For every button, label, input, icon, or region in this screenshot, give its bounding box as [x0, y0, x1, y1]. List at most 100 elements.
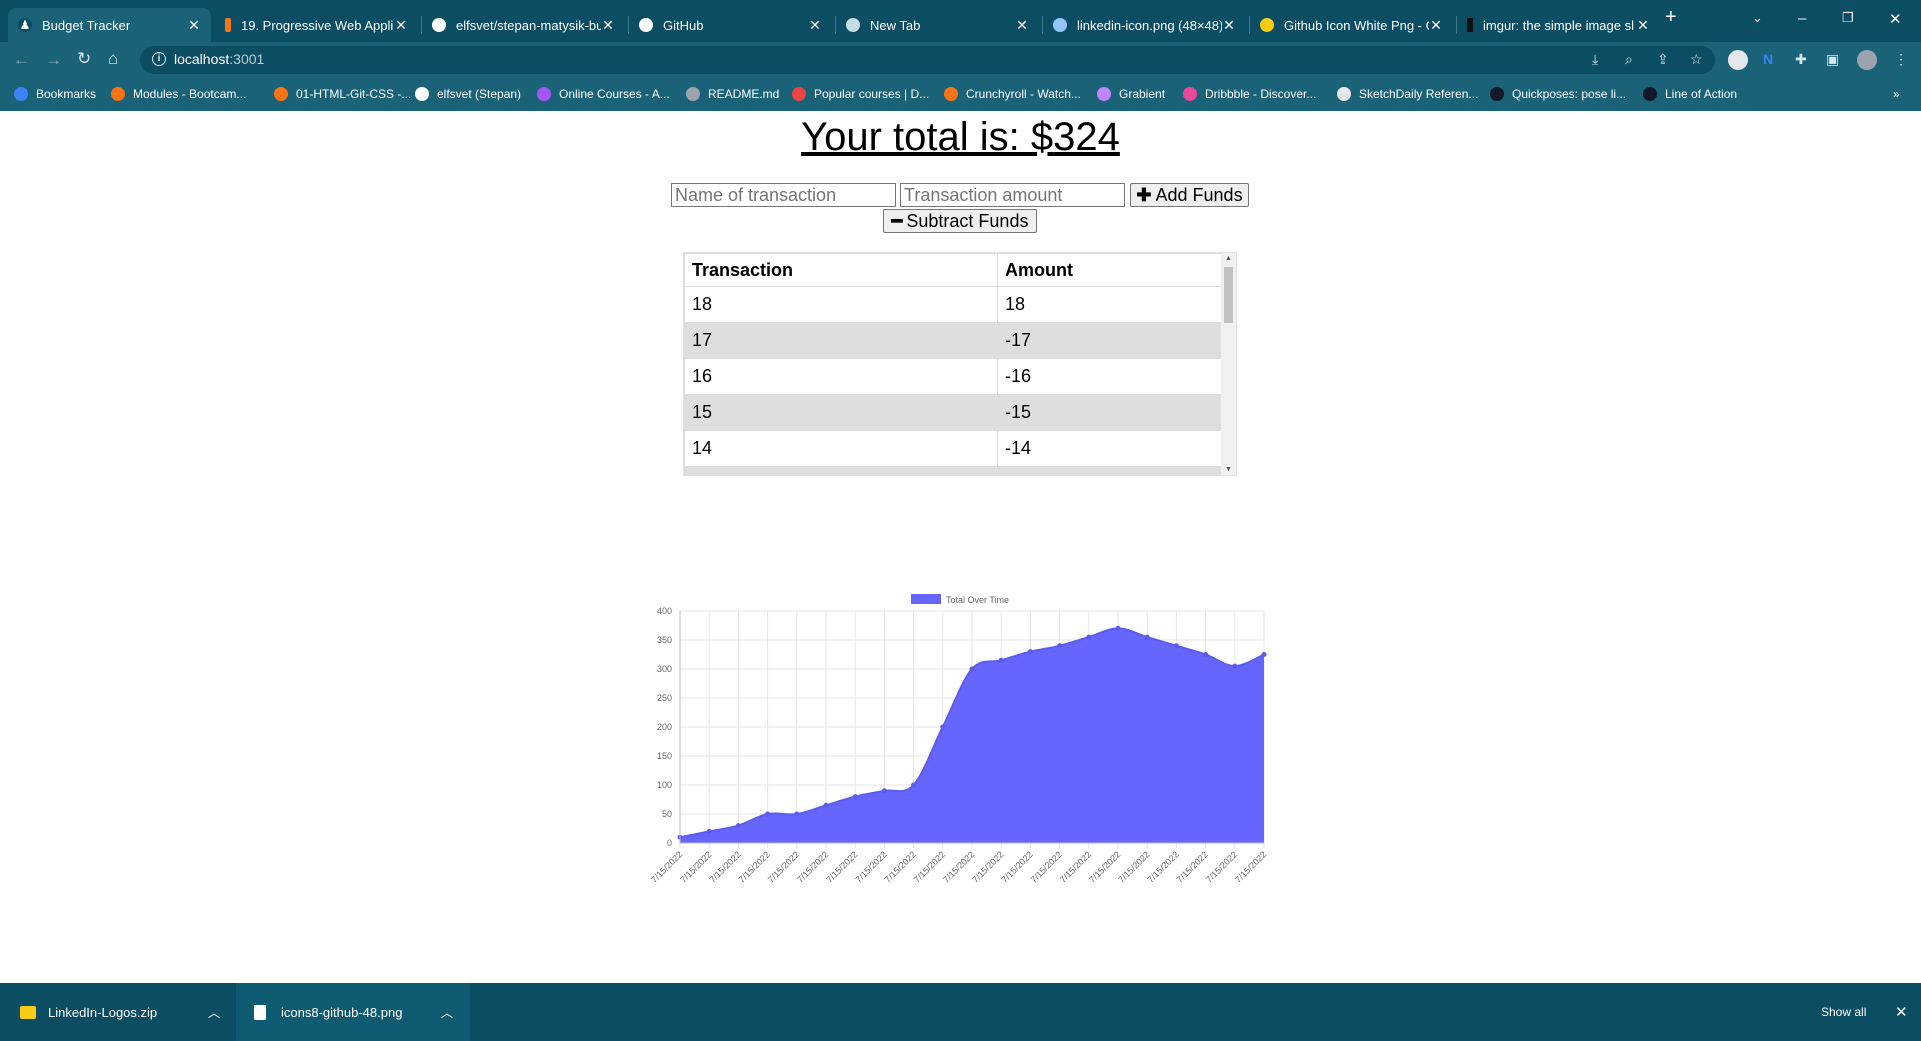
close-downloads-icon[interactable]: ✕	[1895, 1004, 1908, 1021]
transaction-cell: 15	[684, 394, 998, 431]
show-all-button[interactable]: Show all	[1821, 1005, 1867, 1019]
data-point	[1261, 652, 1267, 657]
data-point	[1173, 643, 1179, 649]
series-area	[680, 628, 1264, 843]
y-tick-label: 250	[657, 693, 672, 703]
window-close-icon[interactable]: ✕	[1889, 11, 1902, 28]
table-row: 14 -14	[684, 430, 1222, 467]
bookmarks-bar	[0, 78, 1921, 111]
close-icon[interactable]: ✕	[809, 16, 821, 33]
scroll-up-icon[interactable]: ▲	[1225, 255, 1232, 262]
y-tick-label: 400	[657, 606, 672, 616]
extension-n-icon[interactable]: N	[1763, 51, 1774, 67]
table-row	[684, 466, 1222, 475]
chrome-icon	[846, 18, 860, 32]
zoom-icon[interactable]: ⌕	[1625, 51, 1633, 67]
bookmark-item[interactable]: Quickposes: pose li...	[1490, 84, 1626, 104]
url-text[interactable]: localhost:3001	[174, 51, 264, 67]
new-tab-icon[interactable]: +	[1665, 6, 1677, 28]
tab-new[interactable]: New Tab ✕	[836, 8, 1039, 42]
chevron-up-icon[interactable]: ︿	[208, 1005, 221, 1020]
bookmark-item[interactable]: README.md	[686, 84, 779, 104]
close-icon[interactable]: ✕	[602, 16, 614, 33]
bookmark-label: Dribbble - Discover...	[1205, 87, 1317, 101]
bookmark-item[interactable]: Popular courses | D...	[792, 84, 929, 104]
bookmark-item[interactable]: Line of Action	[1643, 84, 1737, 104]
data-point	[1086, 634, 1092, 640]
data-point	[1027, 649, 1033, 655]
close-icon[interactable]: ✕	[395, 16, 407, 33]
download-item[interactable]: icons8-github-48.png ︿	[236, 983, 470, 1041]
bookmark-item[interactable]: 01-HTML-Git-CSS -...	[274, 84, 411, 104]
close-icon[interactable]: ✕	[1430, 16, 1442, 33]
close-icon[interactable]: ✕	[1637, 16, 1649, 33]
bookmark-item[interactable]: Dribbble - Discover...	[1183, 84, 1316, 104]
profile-avatar[interactable]	[1857, 50, 1877, 70]
close-icon[interactable]: ✕	[1016, 16, 1028, 33]
total-over-time-chart: 0501001502002503003504007/15/20227/15/20…	[649, 594, 1268, 885]
transaction-name-input[interactable]: Name of transaction	[671, 183, 896, 207]
bookmark-item[interactable]: Crunchyroll - Watch...	[944, 84, 1081, 104]
bookmark-item[interactable]: Grabient	[1097, 84, 1165, 104]
image-icon	[1053, 18, 1067, 32]
page-title: Your total is: $324	[0, 115, 1921, 160]
tab-title: Github Icon White Png - G	[1284, 17, 1429, 33]
folder-zip-icon	[20, 1005, 36, 1019]
tab-github-png[interactable]: Github Icon White Png - G ✕	[1250, 8, 1453, 42]
bookmark-star-icon[interactable]: ☆	[1690, 51, 1703, 67]
reload-icon[interactable]: ↻	[77, 49, 92, 68]
bookmark-item[interactable]: Bookmarks	[14, 84, 96, 104]
url-port: :3001	[229, 51, 265, 67]
extension-icon[interactable]	[1728, 50, 1748, 70]
bookmark-item[interactable]: SketchDaily Referen...	[1337, 84, 1478, 104]
total-value: 324	[1053, 115, 1120, 159]
sketchdaily-icon	[1337, 87, 1351, 101]
subtract-funds-button[interactable]: ━ Subtract Funds	[883, 209, 1037, 233]
bookmark-label: Quickposes: pose li...	[1512, 87, 1627, 101]
table-row: 16 -16	[684, 358, 1222, 395]
bookmark-item[interactable]: Online Courses - A...	[537, 84, 670, 104]
y-tick-label: 350	[657, 635, 672, 645]
bookmark-label: SketchDaily Referen...	[1359, 87, 1479, 101]
amount-cell: -15	[997, 394, 1222, 431]
scrollbar-thumb[interactable]	[1224, 267, 1233, 323]
download-item[interactable]: LinkedIn-Logos.zip ︿	[0, 983, 234, 1041]
close-icon[interactable]: ✕	[1223, 16, 1235, 33]
tab-github[interactable]: GitHub ✕	[629, 8, 832, 42]
tab-budget-tracker[interactable]: ♟ Budget Tracker ✕	[8, 8, 211, 42]
bookmark-item[interactable]: Modules - Bootcam...	[111, 84, 246, 104]
x-tick-label: 7/15/2022	[1233, 849, 1268, 884]
restore-icon[interactable]: ❐	[1842, 10, 1854, 25]
bookmark-label: 01-HTML-Git-CSS -...	[296, 87, 412, 101]
tab-repo[interactable]: elfsvet/stepan-matysik-bu ✕	[422, 8, 625, 42]
tab-title: New Tab	[870, 17, 921, 33]
scroll-down-icon[interactable]: ▼	[1225, 466, 1232, 473]
install-app-icon[interactable]: ⤓	[1592, 51, 1599, 67]
table-scrollbar[interactable]: ▲ ▼	[1221, 253, 1236, 475]
tab-divider	[1249, 16, 1250, 34]
close-icon[interactable]: ✕	[188, 16, 200, 33]
tab-linkedin-icon[interactable]: linkedin-icon.png (48×48) ✕	[1043, 8, 1246, 42]
menu-kebab-icon[interactable]: ⋮	[1894, 51, 1908, 67]
address-bar[interactable]	[140, 46, 1715, 74]
home-icon[interactable]: ⌂	[108, 49, 119, 68]
side-panel-icon[interactable]: ▣	[1826, 51, 1840, 67]
forward-icon[interactable]: →	[45, 50, 62, 69]
add-funds-button[interactable]: ✚ Add Funds	[1130, 183, 1249, 207]
extensions-puzzle-icon[interactable]: ✚	[1795, 51, 1807, 67]
bookmark-label: Grabient	[1119, 87, 1166, 101]
back-icon[interactable]: ←	[13, 50, 30, 69]
column-header-amount: Amount	[997, 253, 1222, 287]
chevron-up-icon[interactable]: ︿	[441, 1005, 454, 1020]
tab-search-chevron-icon[interactable]: ⌄	[1752, 10, 1763, 25]
bookmark-item[interactable]: elfsvet (Stepan)	[415, 84, 521, 104]
site-info-icon[interactable]: i	[152, 52, 166, 66]
share-icon[interactable]: ⇪	[1657, 51, 1669, 67]
amount-cell: 18	[997, 286, 1222, 323]
tab-imgur[interactable]: imgur: the simple image sl ✕	[1457, 8, 1660, 42]
minimize-icon[interactable]: –	[1798, 10, 1807, 27]
transaction-amount-input[interactable]: Transaction amount	[900, 183, 1125, 207]
transactions-table[interactable]: Transaction Amount 18 18 17 -17 16 -16 15 -1…	[683, 252, 1237, 476]
tab-pwa[interactable]: 19. Progressive Web Appli ✕	[215, 8, 418, 42]
more-bookmarks-icon[interactable]: »	[1893, 87, 1900, 101]
